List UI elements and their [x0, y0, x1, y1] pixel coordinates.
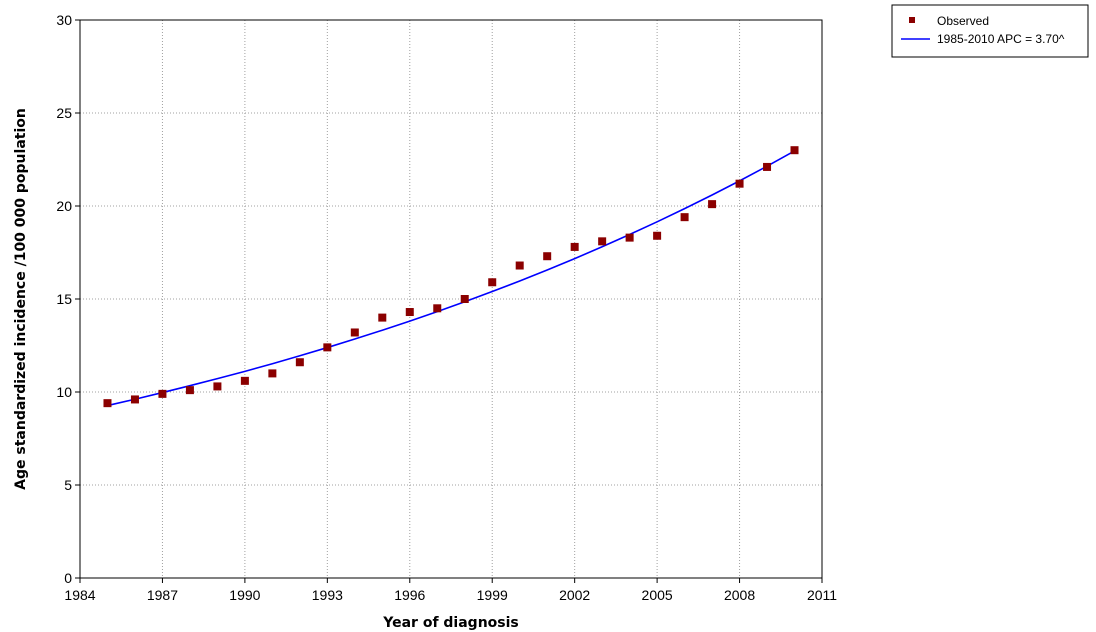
observed-point	[570, 242, 579, 251]
y-axis: 0 5 10 15 20 25 30	[56, 12, 80, 586]
observed-point	[103, 399, 112, 408]
x-tick-label: 1984	[64, 587, 95, 603]
observed-point	[735, 179, 744, 188]
y-tick-label: 10	[56, 384, 72, 400]
x-tick-label: 1999	[477, 587, 508, 603]
observed-point	[460, 295, 469, 303]
observed-point	[378, 313, 387, 322]
y-tick-label: 25	[56, 105, 72, 121]
legend-box	[891, 4, 1089, 58]
observed-point	[185, 386, 194, 395]
observed-point	[158, 389, 167, 398]
observed-point	[625, 233, 634, 242]
x-axis: 1984 1987 1990 1993 1996 1999 2002 2005 2008 2011	[64, 578, 837, 603]
y-tick-label: 20	[56, 198, 72, 214]
observed-point	[543, 252, 552, 261]
observed-point	[433, 304, 442, 313]
legend: Observed 1985-2010 APC = 3.70^	[891, 4, 1089, 58]
observed-point	[130, 395, 139, 404]
x-tick-label: 2005	[642, 587, 673, 603]
x-axis-title: Year of diagnosis	[382, 615, 519, 631]
observed-point	[213, 382, 222, 391]
legend-observed-marker	[909, 17, 915, 23]
observed-point	[488, 278, 497, 287]
legend-observed-label: Observed	[937, 14, 989, 28]
x-tick-label: 1990	[229, 587, 260, 603]
observed-point	[598, 237, 607, 246]
x-tick-label: 2008	[724, 587, 755, 603]
observed-point	[790, 146, 799, 155]
observed-point	[405, 308, 414, 317]
trend-line	[107, 150, 795, 407]
y-tick-label: 15	[56, 291, 72, 307]
observed-point	[268, 369, 277, 378]
observed-point	[708, 200, 717, 209]
x-tick-label: 2011	[807, 587, 837, 603]
y-axis-title: Age standardized incidence /100 000 popu…	[13, 108, 29, 490]
x-tick-label: 2002	[559, 587, 590, 603]
x-tick-label: 1993	[312, 587, 343, 603]
observed-point	[653, 231, 662, 240]
legend-trend-label: 1985-2010 APC = 3.70^	[937, 32, 1065, 46]
series-layer	[103, 146, 799, 408]
y-tick-label: 5	[64, 477, 72, 493]
y-tick-label: 30	[56, 12, 72, 28]
observed-point	[240, 376, 249, 385]
gridlines	[80, 20, 822, 578]
y-tick-label: 0	[64, 570, 72, 586]
observed-point	[350, 328, 359, 337]
observed-point	[323, 343, 332, 352]
observed-point	[763, 162, 772, 171]
observed-point	[295, 358, 304, 367]
observed-point	[515, 261, 524, 270]
x-tick-label: 1987	[147, 587, 178, 603]
x-tick-label: 1996	[394, 587, 425, 603]
observed-point	[680, 213, 689, 222]
